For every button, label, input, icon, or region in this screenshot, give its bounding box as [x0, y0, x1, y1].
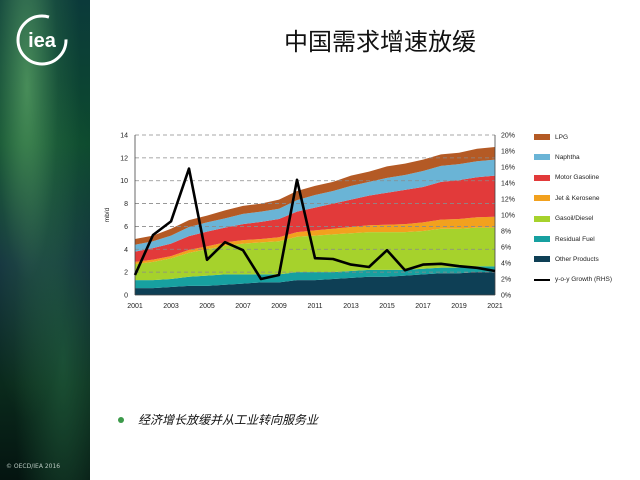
legend-item-gasoil_diesel: Gasoil/Diesel	[534, 214, 593, 224]
y2-tick-label: 6%	[501, 245, 511, 252]
x-tick-label: 2009	[271, 303, 287, 310]
y2-tick-label: 4%	[501, 261, 511, 268]
sidebar-panel: iea © OECD/IEA 2016	[0, 0, 90, 480]
legend-item-jet_kerosene: Jet & Kerosene	[534, 193, 599, 203]
iea-logo: iea	[16, 14, 68, 66]
legend-label: Jet & Kerosene	[555, 194, 600, 202]
legend-swatch	[534, 215, 550, 222]
area-lpg	[135, 147, 495, 245]
bullet-point: 经济增长放缓并从工业转向服务业	[118, 411, 318, 428]
y2-tick-label: 12%	[501, 197, 515, 204]
legend-swatch	[534, 174, 550, 181]
area-other_products	[135, 272, 495, 295]
y-tick-label: 6	[124, 224, 128, 231]
growth-line	[133, 167, 496, 281]
legend-label: Naphtha	[555, 153, 580, 161]
legend-label: Gasoil/Diesel	[555, 215, 594, 223]
y-tick-label: 12	[120, 155, 128, 162]
slide-title: 中国需求增速放缓	[284, 28, 476, 56]
legend-item-naphtha: Naphtha	[534, 152, 580, 162]
y2-tick-label: 16%	[501, 165, 515, 172]
y-tick-label: 14	[120, 133, 128, 140]
legend-label: Other Products	[555, 255, 599, 263]
x-tick-label: 2019	[451, 303, 467, 310]
y-tick-label: 0	[124, 293, 128, 300]
legend-swatch	[534, 134, 550, 140]
legend-swatch	[534, 195, 550, 202]
x-tick-label: 2017	[415, 303, 431, 310]
legend-label: y-o-y Growth (RHS)	[555, 276, 613, 284]
y2-tick-label: 0%	[501, 293, 511, 300]
legend-swatch	[534, 256, 550, 263]
x-tick-label: 2003	[163, 303, 179, 310]
y-axis-label: mb/d	[104, 207, 111, 222]
legend-swatch	[534, 236, 550, 242]
x-tick-label: 2011	[307, 303, 322, 310]
legend-item-motor_gasoline: Motor Gasoline	[534, 173, 599, 183]
legend-item-growth: y-o-y Growth (RHS)	[534, 275, 612, 285]
y-tick-label: 4	[124, 247, 128, 254]
x-tick-label: 2007	[235, 303, 251, 310]
copyright-text: © OECD/IEA 2016	[6, 463, 61, 470]
legend-item-lpg: LPG	[534, 132, 568, 142]
y-tick-label: 2	[124, 270, 128, 277]
logo-text: iea	[28, 30, 57, 52]
area-motor_gasoline	[135, 175, 495, 262]
legend-swatch	[534, 278, 550, 281]
legend-label: Residual Fuel	[555, 235, 595, 243]
y-tick-label: 10	[120, 178, 128, 185]
area-naphtha	[135, 159, 495, 252]
y-tick-label: 8	[124, 201, 128, 208]
x-tick-label: 2013	[343, 303, 359, 310]
y2-tick-label: 20%	[501, 133, 515, 140]
bullet-icon	[118, 416, 124, 423]
y2-tick-label: 18%	[501, 149, 515, 156]
x-tick-label: 2021	[487, 303, 503, 310]
legend-label: Motor Gasoline	[555, 174, 600, 182]
x-tick-label: 2015	[379, 303, 395, 310]
legend-swatch	[534, 154, 550, 161]
y2-tick-label: 2%	[501, 277, 511, 284]
stacked-area-chart: 0 2 4 6 8 10 12 14 0% 2% 4% 6% 8% 10% 12% 14% 16% 18% 20% 2…	[104, 133, 515, 311]
legend-item-other_products: Other Products	[534, 254, 599, 264]
x-tick-label: 2001	[127, 303, 143, 310]
y2-tick-label: 10%	[501, 213, 515, 220]
bullet-text: 经济增长放缓并从工业转向服务业	[138, 413, 319, 427]
area-jet_kerosene	[135, 216, 495, 265]
x-tick-label: 2005	[199, 303, 215, 310]
legend-label: LPG	[555, 133, 569, 141]
y2-tick-label: 14%	[501, 181, 515, 188]
legend-item-residual_fuel: Residual Fuel	[534, 234, 595, 244]
y2-tick-label: 8%	[501, 229, 511, 236]
